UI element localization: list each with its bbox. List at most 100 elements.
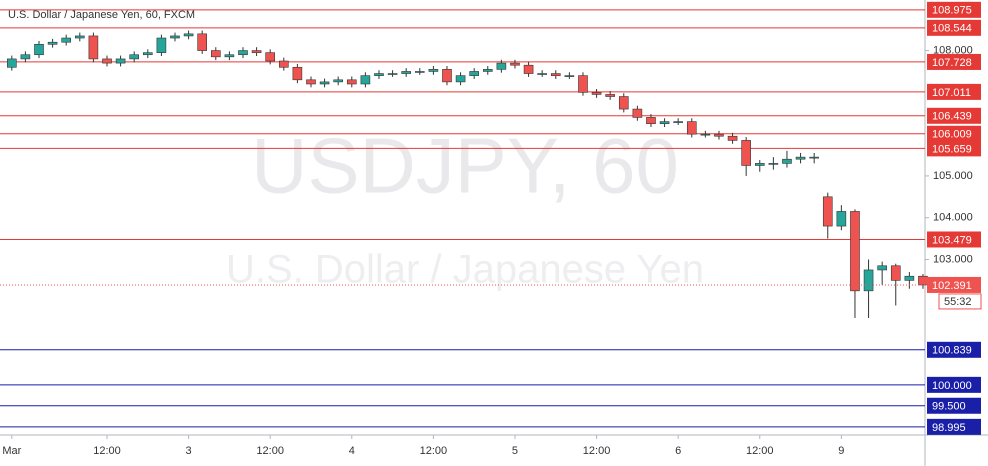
candle-body (183, 33, 194, 37)
candle-body (251, 50, 262, 53)
level-label: 107.728 (932, 57, 972, 69)
x-tick-label: 5 (512, 445, 518, 457)
level-label-box (927, 83, 981, 100)
level-label-box (927, 376, 981, 393)
y-tick-label: 108.000 (933, 44, 973, 56)
candle-body (197, 33, 207, 51)
candle-body (809, 156, 819, 159)
candle-body (618, 96, 629, 110)
watermark: USDJPY, 60 (251, 122, 679, 210)
candle-body (115, 58, 126, 64)
candle-body (102, 58, 112, 64)
candle-body (795, 156, 806, 160)
x-tick-label: 12:00 (256, 445, 284, 457)
candle-body (156, 37, 167, 53)
level-label: 108.544 (932, 23, 972, 35)
x-tick-label: 3 (186, 445, 192, 457)
level-label-box (927, 418, 981, 435)
candle-body (74, 35, 85, 39)
candle-body (564, 75, 575, 77)
level-label-box (927, 231, 981, 248)
countdown-box (938, 293, 982, 310)
level-label-box (927, 19, 981, 36)
candle-body (591, 92, 602, 95)
chart-title: U.S. Dollar / Japanese Yen, 60, FXCM (8, 9, 195, 21)
candle-body (605, 94, 615, 97)
candle-body (877, 265, 887, 271)
candle-body (673, 121, 683, 123)
candle-body (387, 73, 398, 75)
candle-body (659, 121, 670, 124)
candle-body (850, 211, 860, 292)
candle-body (754, 163, 765, 166)
candle-body (428, 69, 439, 72)
x-tick-label: 12:00 (93, 445, 121, 457)
candle-body (401, 71, 411, 74)
level-label: 106.439 (932, 111, 972, 123)
candle-body (346, 79, 357, 85)
level-label-box (927, 341, 981, 358)
level-label-box (927, 125, 981, 142)
candle-body (333, 79, 343, 83)
candle-body (537, 73, 547, 75)
x-tick-label: 9 (838, 445, 844, 457)
x-tick-label: 6 (675, 445, 681, 457)
candle-body (890, 265, 901, 281)
candle-body (442, 69, 452, 83)
candle-body (714, 133, 724, 137)
candle-body (238, 50, 248, 56)
candle-body (6, 58, 17, 68)
level-label-box (927, 1, 981, 18)
candle-body (224, 54, 235, 58)
y-tick-label: 105.000 (933, 170, 973, 182)
level-label: 100.839 (932, 345, 972, 357)
candle-body (836, 211, 847, 227)
candle-body (265, 52, 275, 62)
candle-body (129, 54, 139, 60)
candle-body (768, 163, 779, 165)
candle-body (170, 35, 180, 39)
candle-body (319, 81, 330, 85)
x-tick-label: 4 (349, 445, 355, 457)
candle-body (904, 275, 915, 281)
candle-body (306, 79, 316, 85)
candle-body (210, 50, 221, 58)
candle-body (88, 35, 99, 60)
candle-body (142, 52, 153, 56)
watermark-subtitle: U.S. Dollar / Japanese Yen (226, 248, 704, 292)
x-tick-label: Mar (2, 445, 21, 457)
candle-body (686, 121, 697, 135)
candle-body (360, 75, 371, 85)
level-label: 100.000 (932, 380, 972, 392)
level-label: 98.995 (932, 422, 966, 434)
candle-body (918, 275, 928, 286)
candle-body (782, 158, 792, 164)
level-label-box (927, 107, 981, 124)
level-label: 103.479 (932, 234, 972, 246)
candle-body (578, 75, 588, 93)
level-label-box (927, 397, 981, 414)
candle-body (292, 66, 303, 81)
candle-body (510, 62, 520, 66)
candle-body (455, 75, 466, 83)
y-tick-label: 104.000 (933, 212, 973, 224)
level-label: 99.500 (932, 401, 966, 413)
candle-body (550, 73, 561, 76)
candle-body (482, 69, 493, 72)
candle-body (700, 133, 711, 136)
candle-body (61, 37, 71, 43)
last-price-box (927, 276, 981, 293)
candle-body (727, 135, 738, 141)
last-price-label: 102.391 (932, 280, 972, 292)
candle-body (278, 60, 289, 68)
x-tick-label: 12:00 (583, 445, 611, 457)
level-label-box (927, 53, 981, 70)
candle-body (863, 269, 874, 292)
x-tick-label: 12:00 (746, 445, 774, 457)
candle-body (646, 117, 656, 124)
candle-body (496, 62, 507, 70)
candle-body (469, 71, 479, 76)
x-tick-label: 12:00 (420, 445, 448, 457)
level-label-box (927, 140, 981, 157)
